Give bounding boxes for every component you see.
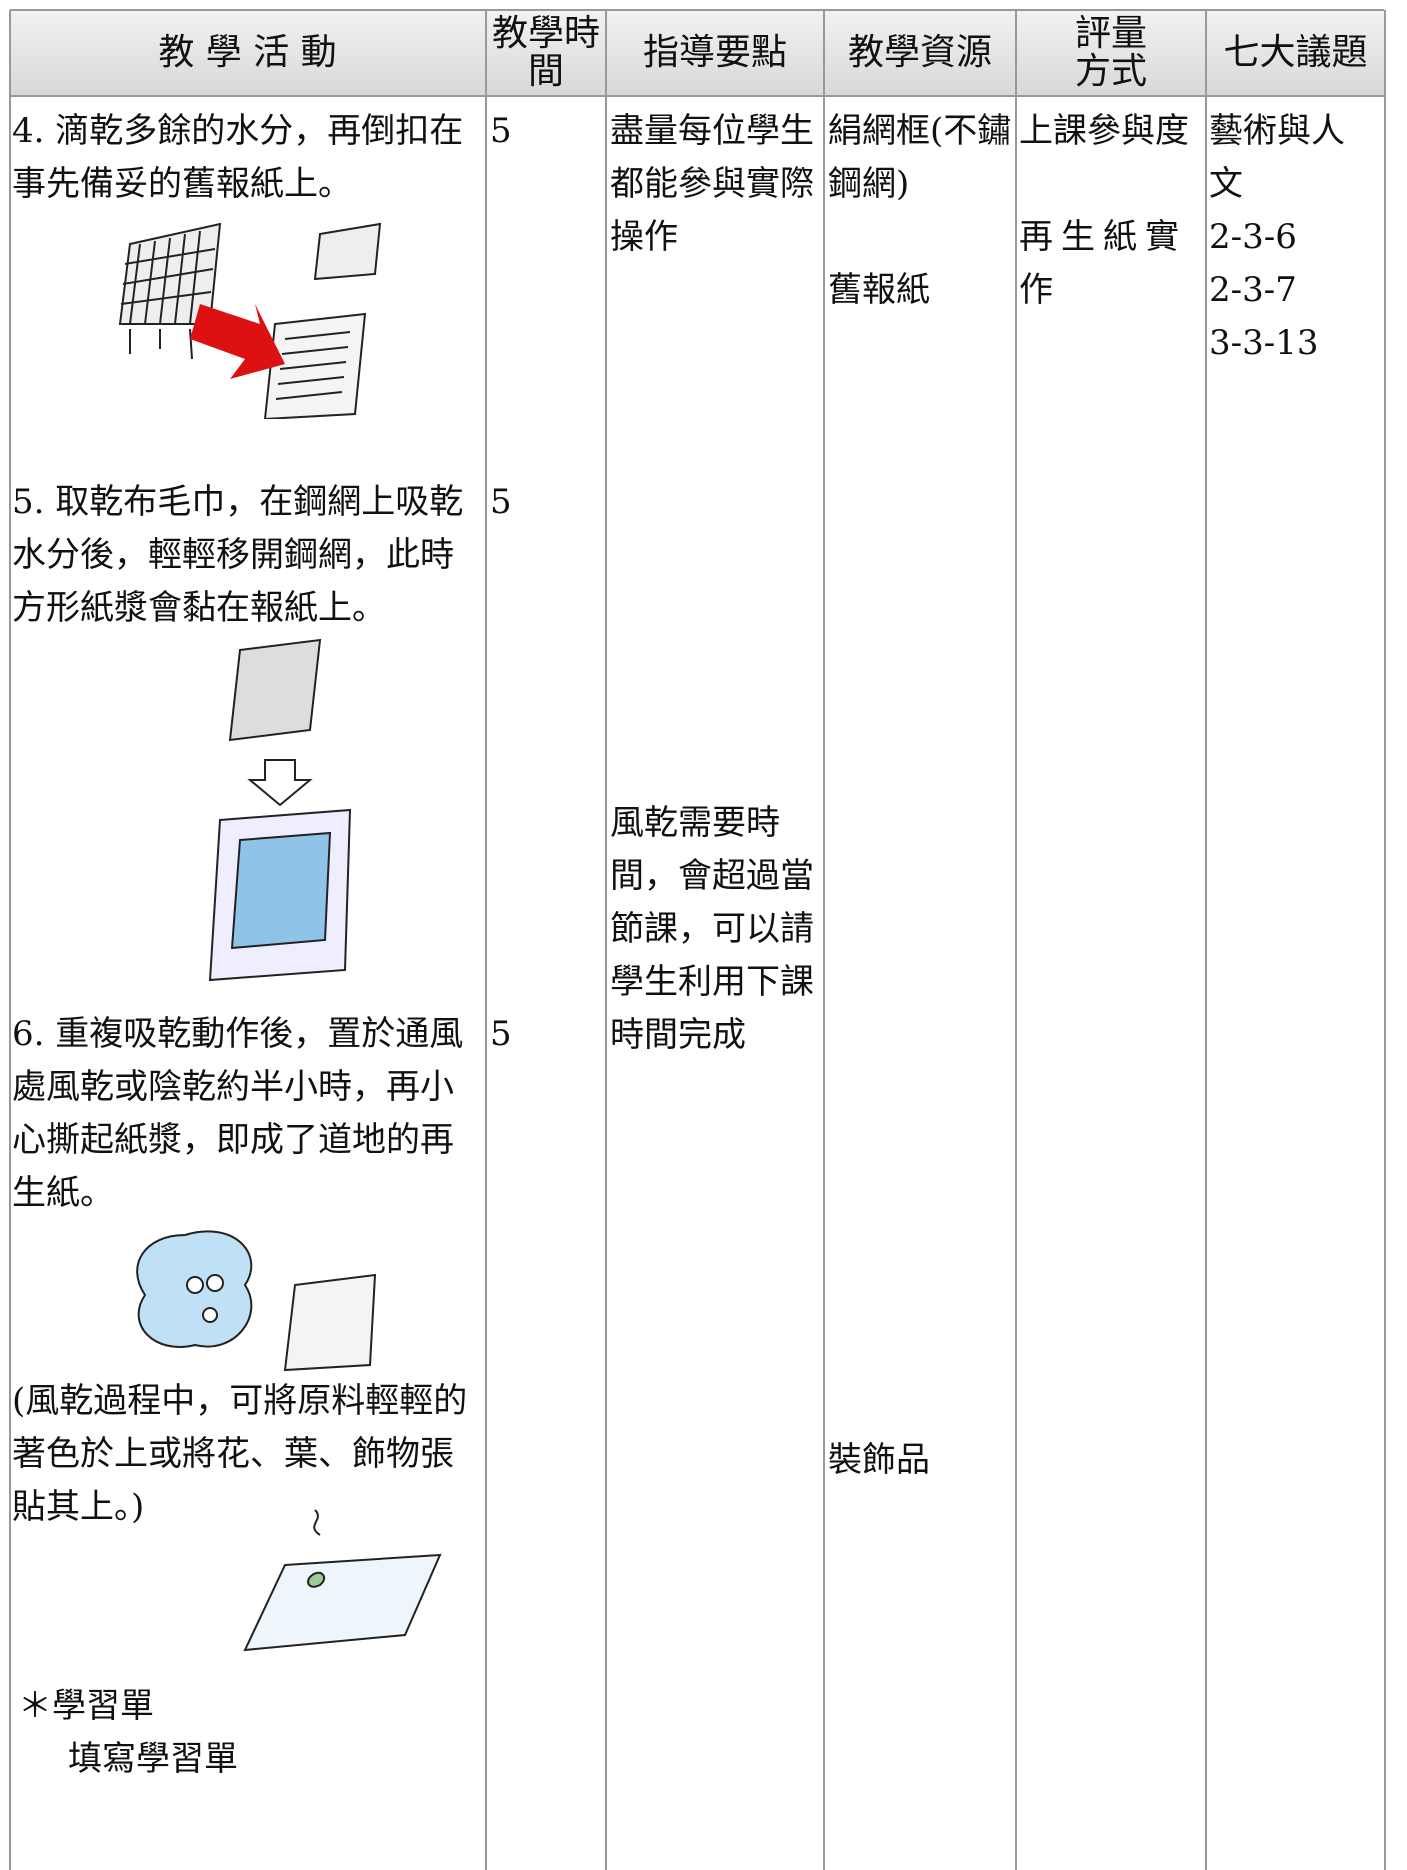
border (485, 10, 487, 1870)
evaluation: 上課參與度 (1019, 111, 1189, 151)
border (823, 10, 825, 1870)
activity-text: 4. 滴乾多餘的水分，再倒扣在事先備妥的舊報紙上。 (12, 111, 464, 204)
illustration-paper (243, 1509, 442, 1652)
activity-time: 5 (490, 482, 512, 522)
border (1205, 10, 1207, 1870)
worksheet-title: ＊學習單 (18, 1686, 154, 1726)
illustration-press (208, 638, 352, 982)
guidance: 風乾需要時間，會超過當節課，可以請學生利用下課時間完成 (610, 803, 814, 1055)
issue: 3-3-13 (1209, 323, 1319, 363)
illustration-wind (136, 1230, 377, 1372)
border (1015, 10, 1017, 1870)
guidance: 盡量每位學生都能參與實際操作 (610, 111, 814, 257)
border (605, 10, 607, 1870)
header-cell: 教 學 活 動 (10, 10, 485, 95)
resource: 絹網框(不鏽鋼網) (828, 111, 1012, 204)
resource: 舊報紙 (828, 270, 930, 310)
note: (風乾過程中，可將原料輕輕的著色於上或將花、葉、飾物張貼其上。) (12, 1381, 468, 1527)
border (9, 10, 11, 1870)
issue: 2-3-6 (1209, 217, 1297, 257)
worksheet-item: 填寫學習單 (68, 1739, 238, 1779)
header-cell: 指導要點 (607, 10, 823, 95)
activity-time: 5 (490, 111, 512, 151)
activity-text: 5. 取乾布毛巾，在鋼網上吸乾水分後，輕輕移開鋼網，此時方形紙漿會黏在報紙上。 (12, 482, 464, 628)
border (1384, 10, 1386, 1870)
border (10, 95, 1384, 97)
header-cell: 教學時間 (487, 10, 605, 95)
activity-time: 5 (490, 1014, 512, 1054)
header-cell: 評量方式 (1017, 10, 1205, 95)
activity-text: 6. 重複吸乾動作後，置於通風處風乾或陰乾約半小時，再小心撕起紙漿，即成了道地的… (12, 1014, 464, 1213)
header-cell: 教學資源 (825, 10, 1015, 95)
evaluation: 再生紙實作 (1019, 217, 1187, 310)
issue: 2-3-7 (1209, 270, 1297, 310)
border (10, 9, 1384, 11)
issue: 藝術與人文 (1209, 111, 1345, 204)
illustration-drain (118, 222, 382, 419)
resource: 裝飾品 (828, 1440, 930, 1480)
header-cell: 七大議題 (1207, 10, 1384, 95)
